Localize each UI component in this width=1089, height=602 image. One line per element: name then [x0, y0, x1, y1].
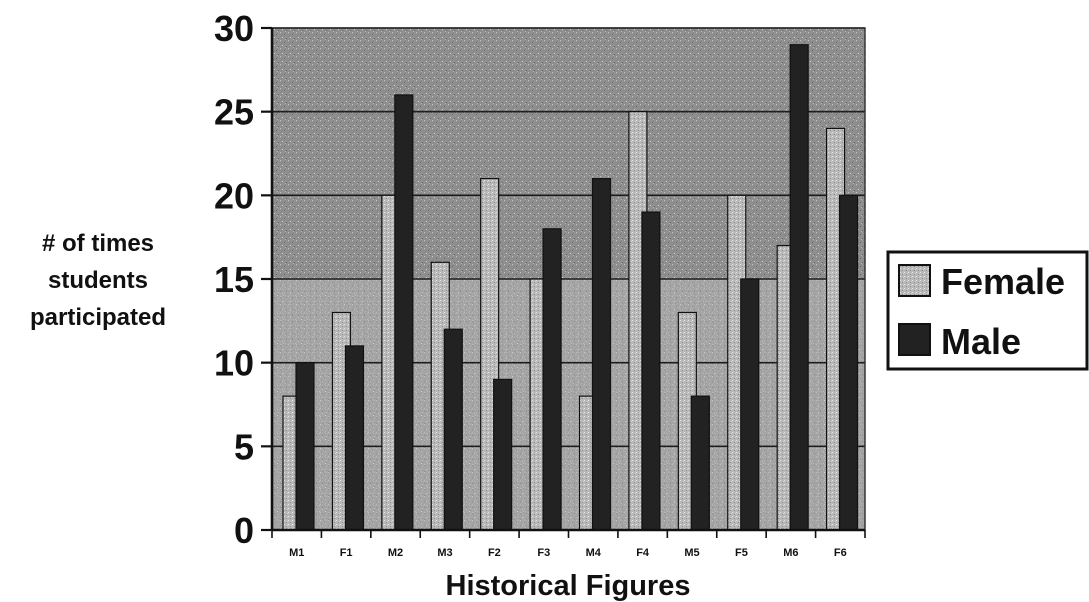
- y-tick-label: 0: [234, 510, 254, 551]
- y-tick-label: 30: [214, 8, 254, 49]
- y-tick-label: 15: [214, 259, 254, 300]
- bar-male: [543, 229, 561, 530]
- x-tick-label: M1: [289, 547, 304, 559]
- y-tick-label: 25: [214, 92, 254, 133]
- y-tick-label: 20: [214, 175, 254, 216]
- x-tick-label: M3: [437, 547, 452, 559]
- legend-swatch-male: [899, 324, 930, 355]
- x-tick-label: F4: [636, 547, 650, 559]
- bar-male: [741, 279, 759, 530]
- bar-male: [593, 179, 611, 530]
- bar-male: [395, 95, 413, 530]
- x-tick-label: M2: [388, 547, 403, 559]
- bar-male: [790, 45, 808, 530]
- x-tick-labels: M1 F1 M2 M3 F2 F3 M4 F4 M5 F5 M6 F6: [289, 547, 847, 559]
- x-tick-label: F3: [537, 547, 550, 559]
- bar-male: [444, 329, 462, 530]
- y-axis-title-line-3: participated: [30, 304, 166, 331]
- y-axis-title-line-2: students: [48, 267, 148, 294]
- y-axis-title-line-1: # of times: [42, 230, 154, 257]
- x-axis-title: Historical Figures: [446, 570, 691, 602]
- legend: Female Male: [888, 252, 1087, 369]
- bar-male: [642, 212, 660, 530]
- y-tick-label: 10: [214, 343, 254, 384]
- y-tick-labels: 0 5 10 15 20 25 30: [214, 8, 254, 551]
- legend-label-male: Male: [941, 321, 1021, 362]
- legend-swatch-female: [899, 265, 930, 296]
- x-tick-label: F1: [340, 547, 353, 559]
- bar-male: [494, 379, 512, 530]
- y-axis-title: # of times students participated: [30, 230, 166, 331]
- x-tick-label: F5: [735, 547, 748, 559]
- bar-male: [345, 346, 363, 530]
- x-tick-label: M6: [783, 547, 798, 559]
- bar-male: [691, 396, 709, 530]
- bar-male: [296, 363, 314, 530]
- x-tick-label: F6: [834, 547, 847, 559]
- legend-label-female: Female: [941, 261, 1065, 302]
- x-tick-label: M5: [684, 547, 699, 559]
- bar-male: [840, 195, 858, 530]
- x-tick-label: M4: [586, 547, 602, 559]
- y-tick-label: 5: [234, 426, 254, 467]
- x-tick-label: F2: [488, 547, 501, 559]
